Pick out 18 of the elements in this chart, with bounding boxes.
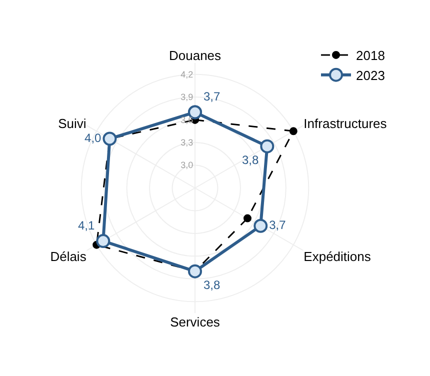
- legend-label: 2023: [356, 68, 385, 83]
- y-tick-label: 4,2: [180, 69, 194, 80]
- data-label: 4,0: [84, 130, 102, 145]
- data-label: 3,7: [269, 218, 286, 232]
- data-label: 3,8: [204, 278, 221, 292]
- y-tick-label: 3,0: [180, 160, 194, 170]
- spoke-label: Infrastructures: [304, 116, 388, 131]
- y-tick-label: 3,9: [180, 92, 194, 102]
- y-tick-label: 3,3: [180, 137, 194, 148]
- legend-label: 2018: [356, 48, 385, 64]
- spoke-label: Suivi: [58, 116, 86, 131]
- data-label: 3,7: [204, 90, 221, 104]
- spoke-label: Services: [170, 314, 220, 330]
- spoke-label: Douanes: [168, 48, 222, 63]
- spoke-label: Expéditions: [304, 249, 372, 264]
- data-label: 3,8: [242, 152, 259, 167]
- spoke-label: Délais: [50, 249, 87, 264]
- data-label: 4,1: [78, 218, 95, 233]
